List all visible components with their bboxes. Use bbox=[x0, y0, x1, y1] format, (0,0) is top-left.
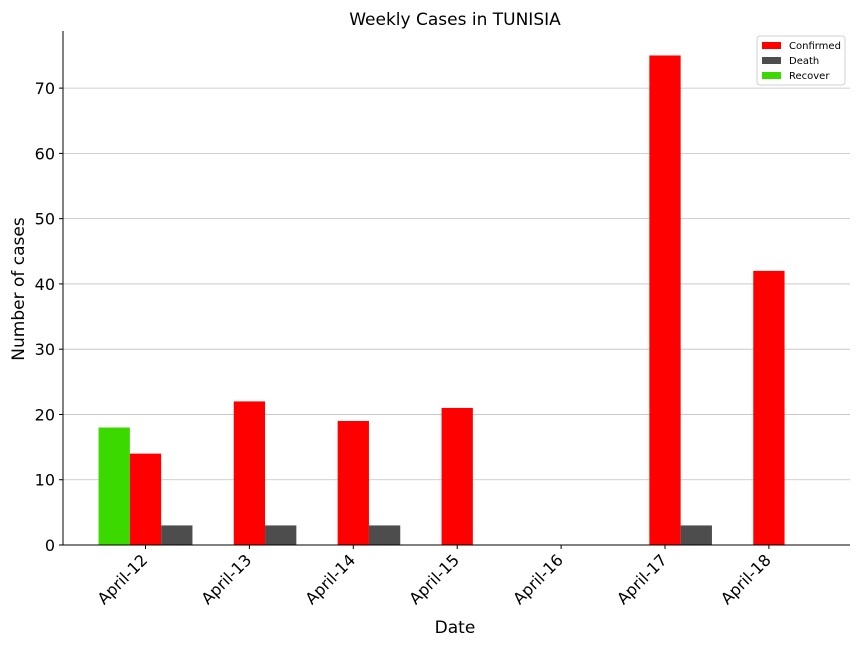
legend-label-confirmed: Confirmed bbox=[789, 41, 841, 52]
gridlines bbox=[63, 87, 850, 481]
bar-death-april-17 bbox=[680, 525, 712, 545]
y-tick-label-30: 30 bbox=[35, 340, 55, 359]
y-tick-label-60: 60 bbox=[35, 144, 55, 163]
x-tick-label-april-13: April-13 bbox=[197, 550, 255, 608]
y-tick-label-20: 20 bbox=[35, 405, 55, 424]
legend-label-recover: Recover bbox=[789, 71, 830, 82]
y-tick-label-0: 0 bbox=[45, 536, 55, 555]
axes bbox=[62, 31, 850, 546]
bar-death-april-14 bbox=[368, 525, 401, 545]
bar-recover-april-12 bbox=[98, 427, 130, 545]
bar-confirmed-april-17 bbox=[649, 55, 681, 545]
x-tick-label-april-15: April-15 bbox=[405, 550, 463, 608]
x-ticks: April-12 April-13 April-14 April-15 April-16… bbox=[94, 545, 775, 608]
legend-swatch-death bbox=[762, 57, 781, 64]
bars bbox=[98, 55, 785, 545]
bar-confirmed-april-13 bbox=[233, 401, 266, 545]
bar-death-april-12 bbox=[161, 525, 193, 545]
bar-confirmed-april-18 bbox=[753, 270, 785, 545]
y-tick-label-10: 10 bbox=[35, 471, 55, 490]
bar-confirmed-april-14 bbox=[337, 420, 369, 545]
y-tick-label-70: 70 bbox=[35, 79, 55, 98]
bar-death-april-13 bbox=[265, 525, 297, 545]
y-tick-label-50: 50 bbox=[35, 210, 55, 229]
legend-swatch-confirmed bbox=[762, 42, 781, 49]
bar-confirmed-april-15 bbox=[441, 407, 473, 545]
y-tick-label-40: 40 bbox=[35, 275, 55, 294]
x-tick-label-april-18: April-18 bbox=[717, 550, 775, 608]
x-axis-label: Date bbox=[435, 618, 476, 638]
bar-confirmed-april-12 bbox=[129, 453, 162, 545]
legend-swatch-recover bbox=[762, 72, 781, 79]
y-axis-label: Number of cases bbox=[9, 217, 29, 361]
x-tick-label-april-12: April-12 bbox=[94, 550, 152, 608]
x-tick-label-april-17: April-17 bbox=[613, 550, 671, 608]
legend: Confirmed Death Recover bbox=[756, 35, 846, 86]
y-ticks: 0 10 20 30 40 50 60 70 bbox=[35, 79, 63, 555]
x-tick-label-april-16: April-16 bbox=[509, 550, 567, 608]
x-tick-label-april-14: April-14 bbox=[301, 550, 359, 608]
legend-label-death: Death bbox=[789, 56, 819, 67]
chart-title: Weekly Cases in TUNISIA bbox=[349, 10, 561, 30]
